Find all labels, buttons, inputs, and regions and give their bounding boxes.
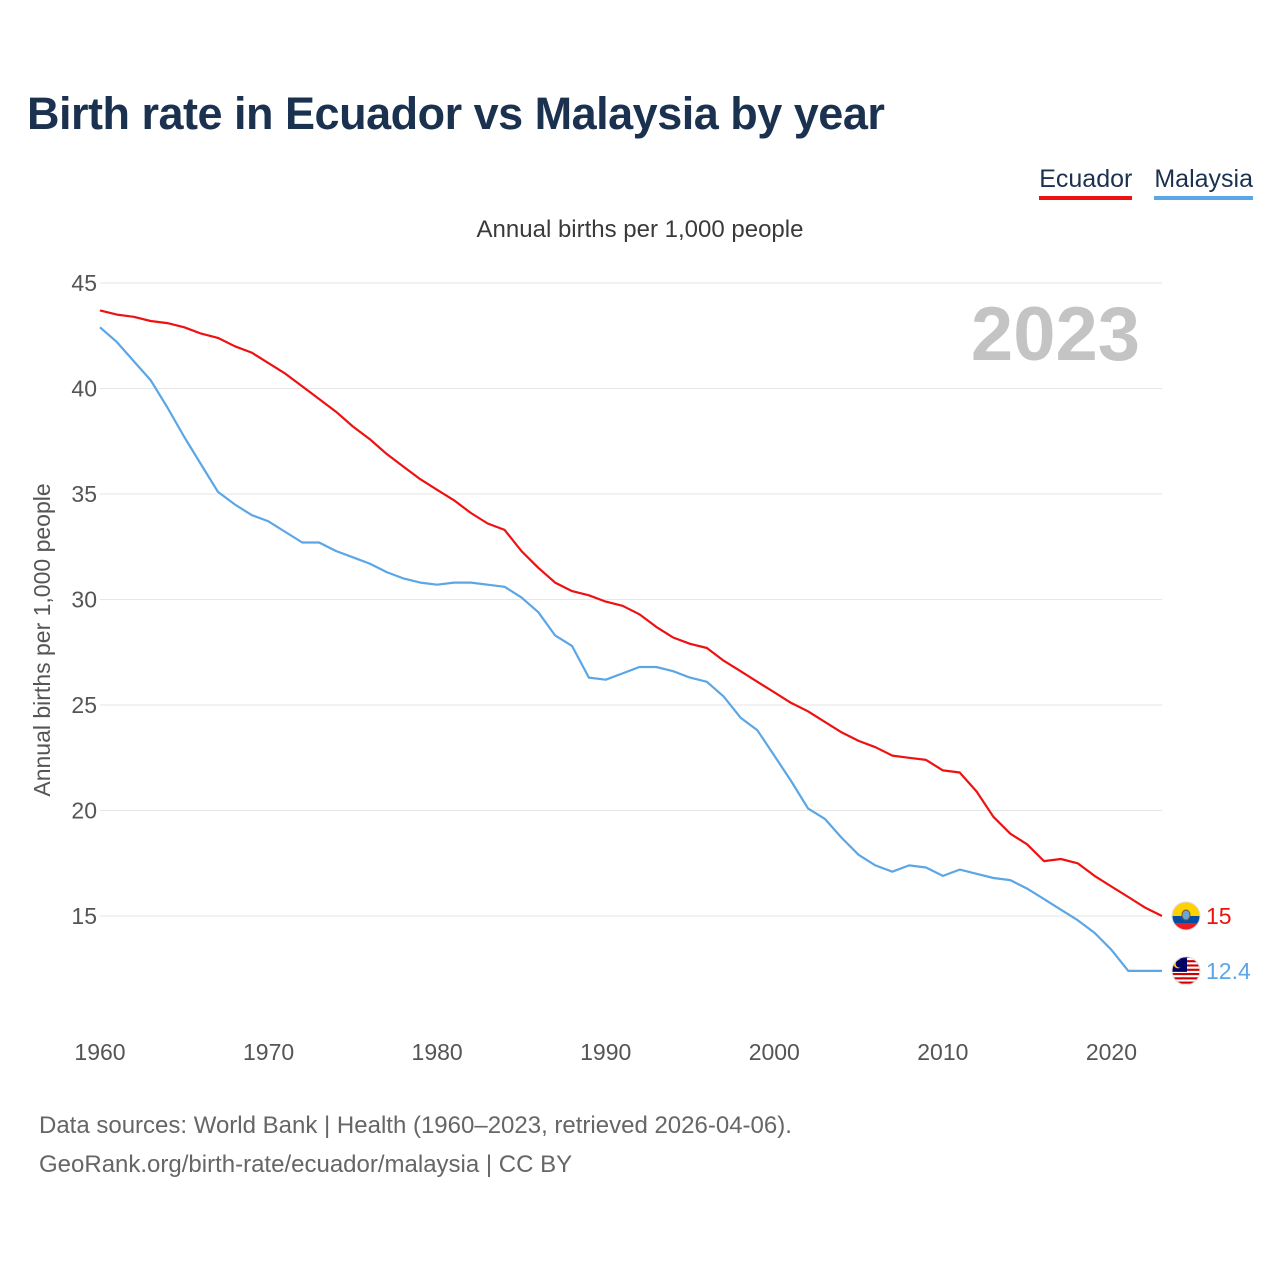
y-tick-label: 25: [71, 692, 97, 718]
x-tick-label: 1970: [243, 1039, 294, 1065]
source-line-1: Data sources: World Bank | Health (1960–…: [39, 1112, 792, 1139]
end-value-label-ecuador: 15: [1206, 903, 1232, 929]
y-tick-label: 20: [71, 798, 97, 824]
data-source: Data sources: World Bank | Health (1960–…: [39, 1106, 792, 1184]
ecuador-flag-icon: [1171, 901, 1201, 931]
legend: Ecuador Malaysia: [1039, 165, 1253, 200]
series-line-malaysia: [99, 326, 1162, 973]
y-tick-label: 15: [71, 903, 97, 929]
legend-item-malaysia[interactable]: Malaysia: [1154, 165, 1253, 200]
end-value-label-malaysia: 12.4: [1206, 958, 1251, 984]
series-line-ecuador: [99, 309, 1163, 917]
year-label: 2023: [971, 292, 1140, 377]
y-tick-label: 30: [71, 587, 97, 613]
chart-subtitle: Annual births per 1,000 people: [476, 216, 804, 243]
y-tick-label: 45: [71, 270, 97, 296]
y-tick-label: 35: [71, 481, 97, 507]
x-tick-label: 2000: [749, 1039, 800, 1065]
x-tick-label: 1960: [74, 1039, 125, 1065]
source-line-2[interactable]: GeoRank.org/birth-rate/ecuador/malaysia …: [39, 1151, 573, 1178]
x-tick-label: 1990: [580, 1039, 631, 1065]
x-tick-label: 2010: [917, 1039, 968, 1065]
x-tick-label: 2020: [1086, 1039, 1137, 1065]
x-tick-label: 1980: [412, 1039, 463, 1065]
y-axis-label: Annual births per 1,000 people: [29, 483, 55, 796]
malaysia-flag-icon: [1171, 956, 1201, 986]
y-tick-label: 40: [71, 376, 97, 402]
legend-item-ecuador[interactable]: Ecuador: [1039, 165, 1133, 200]
chart-title: Birth rate in Ecuador vs Malaysia by yea…: [27, 88, 885, 139]
